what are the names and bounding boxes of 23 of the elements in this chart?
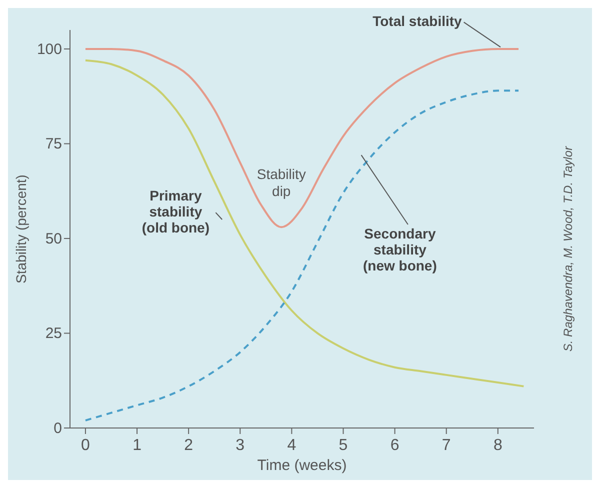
y-tick-label: 75 [45,136,62,153]
x-tick-label: 1 [132,437,142,454]
text: Secondary stability (new bone) [363,225,437,274]
x-tick-label: 7 [442,437,451,454]
x-tick-label: 4 [287,437,296,454]
line-series [84,90,520,422]
x-tick-label: 6 [390,437,400,454]
y-tick-label: 100 [36,40,62,58]
text: S. Raghavendra, M. Wood, T.D. Taylor [561,145,575,352]
y-tick-label: 25 [45,325,62,342]
series-label: Primary stability (old bone) [142,188,210,236]
series-label: Total stability [372,13,462,30]
y-axis-title: Stability (percent) [13,174,29,284]
y-tick-label: 0 [54,420,62,437]
x-tick-label: 3 [236,437,245,454]
y-tick-label: 50 [45,230,62,248]
x-tick-label: 0 [81,437,90,454]
x-tick-label: 8 [493,437,502,454]
x-tick-label: 5 [338,437,348,454]
annotation: Stability dip [256,166,306,200]
line-series [84,59,525,388]
x-tick-label: 2 [184,437,194,454]
x-axis-title: Time (weeks) [257,457,347,474]
